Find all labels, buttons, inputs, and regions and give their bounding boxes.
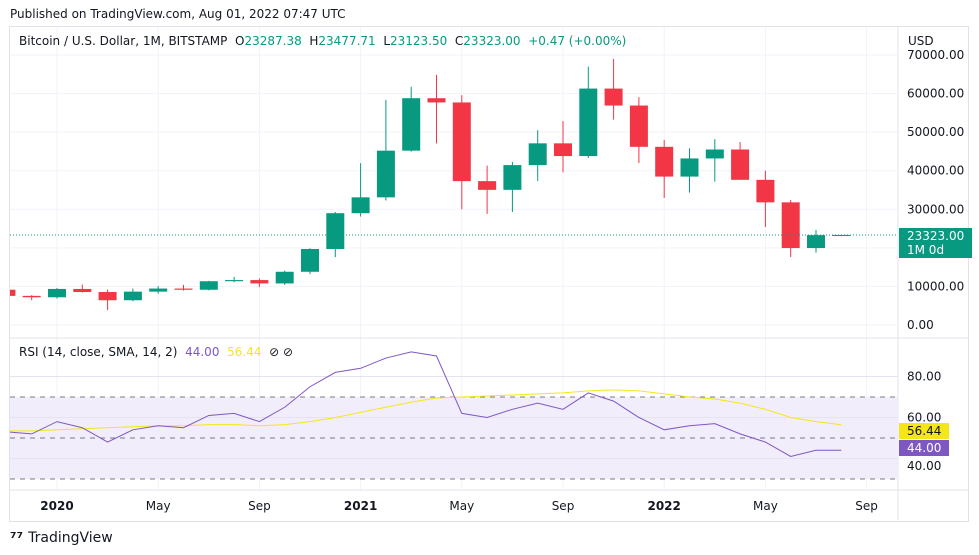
price-tick: 0.00 bbox=[907, 318, 934, 332]
low-value: 23123.50 bbox=[390, 34, 448, 48]
symbol-title: Bitcoin / U.S. Dollar, 1M, BITSTAMP bbox=[19, 34, 228, 48]
candle bbox=[807, 235, 825, 249]
brand-name: TradingView bbox=[28, 530, 113, 546]
time-tick: Sep bbox=[855, 499, 878, 513]
rsi-tick: 60.00 bbox=[907, 411, 941, 425]
rsi-sma-value: 56.44 bbox=[227, 345, 262, 359]
tradingview-logo: ⁷⁷ TradingView bbox=[10, 529, 113, 547]
candle bbox=[250, 280, 269, 284]
candle bbox=[579, 88, 598, 157]
candle bbox=[655, 146, 674, 177]
time-tick: 2020 bbox=[40, 499, 73, 513]
published-note: Published on TradingView.com, Aug 01, 20… bbox=[10, 7, 346, 21]
candle bbox=[225, 280, 244, 282]
close-value: 23323.00 bbox=[463, 34, 521, 48]
time-tick: May bbox=[146, 499, 171, 513]
price-tick: 40000.00 bbox=[907, 164, 964, 178]
symbol-legend: Bitcoin / U.S. Dollar, 1M, BITSTAMP O232… bbox=[19, 34, 626, 48]
change-value: +0.47 (+0.00%) bbox=[528, 34, 627, 48]
candle bbox=[123, 291, 142, 301]
candle bbox=[503, 165, 522, 190]
price-tick: 70000.00 bbox=[907, 48, 964, 62]
candle bbox=[604, 88, 623, 106]
candle bbox=[10, 289, 16, 296]
candle bbox=[478, 181, 497, 190]
price-tick: 60000.00 bbox=[907, 87, 964, 101]
candle bbox=[705, 149, 724, 159]
candle bbox=[629, 105, 648, 147]
candle bbox=[275, 271, 294, 284]
time-tick: Sep bbox=[248, 499, 271, 513]
countdown: 1M 0d bbox=[907, 243, 945, 257]
candle bbox=[680, 158, 699, 177]
time-tick: 2022 bbox=[647, 499, 680, 513]
rsi-line bbox=[10, 351, 842, 457]
open-label: O bbox=[235, 34, 245, 48]
candle bbox=[452, 102, 471, 182]
last-price-tag: 23323.00 1M 0d bbox=[899, 228, 973, 258]
candle bbox=[149, 288, 168, 292]
time-tick: 2021 bbox=[344, 499, 377, 513]
eye-off-icon[interactable]: ⊘ bbox=[269, 345, 280, 359]
last-price-value: 23323.00 bbox=[907, 229, 965, 243]
rsi-tag: 44.00 bbox=[899, 440, 950, 456]
close-label: C bbox=[454, 34, 464, 48]
candle bbox=[301, 249, 319, 272]
candle bbox=[351, 197, 370, 214]
price-tick: 10000.00 bbox=[907, 279, 964, 293]
high-label: H bbox=[309, 34, 319, 48]
candle bbox=[528, 143, 547, 166]
candle bbox=[731, 149, 750, 180]
candle bbox=[376, 150, 395, 198]
rsi-tick: 80.00 bbox=[907, 370, 941, 384]
price-tick: 50000.00 bbox=[907, 125, 964, 139]
sma-tag: 56.44 bbox=[899, 423, 950, 439]
candle bbox=[554, 143, 572, 157]
candle bbox=[48, 288, 66, 298]
candle bbox=[781, 202, 800, 249]
eye-off-icon[interactable]: ⊘ bbox=[282, 345, 294, 359]
candle bbox=[199, 281, 218, 290]
rsi-tick: 40.00 bbox=[907, 459, 941, 473]
candle bbox=[402, 98, 421, 151]
candle bbox=[22, 295, 41, 298]
rsi-legend: RSI (14, close, SMA, 14, 2) 44.00 56.44 … bbox=[19, 345, 293, 359]
open-value: 23287.38 bbox=[244, 34, 302, 48]
low-label: L bbox=[383, 34, 390, 48]
candle bbox=[73, 288, 92, 293]
rsi-sma-line bbox=[10, 389, 842, 432]
candle bbox=[326, 213, 345, 250]
rsi-title: RSI (14, close, SMA, 14, 2) bbox=[19, 345, 178, 359]
candles bbox=[10, 58, 851, 311]
candle bbox=[427, 98, 446, 103]
time-tick: Sep bbox=[552, 499, 575, 513]
candle bbox=[98, 292, 117, 301]
currency-label: USD bbox=[908, 34, 934, 48]
time-tick: May bbox=[449, 499, 474, 513]
high-value: 23477.71 bbox=[318, 34, 376, 48]
price-tick: 30000.00 bbox=[907, 202, 964, 216]
chart-frame[interactable] bbox=[9, 26, 969, 522]
candle bbox=[756, 179, 775, 203]
candle bbox=[174, 288, 193, 290]
rsi-value: 44.00 bbox=[185, 345, 220, 359]
time-tick: May bbox=[753, 499, 778, 513]
